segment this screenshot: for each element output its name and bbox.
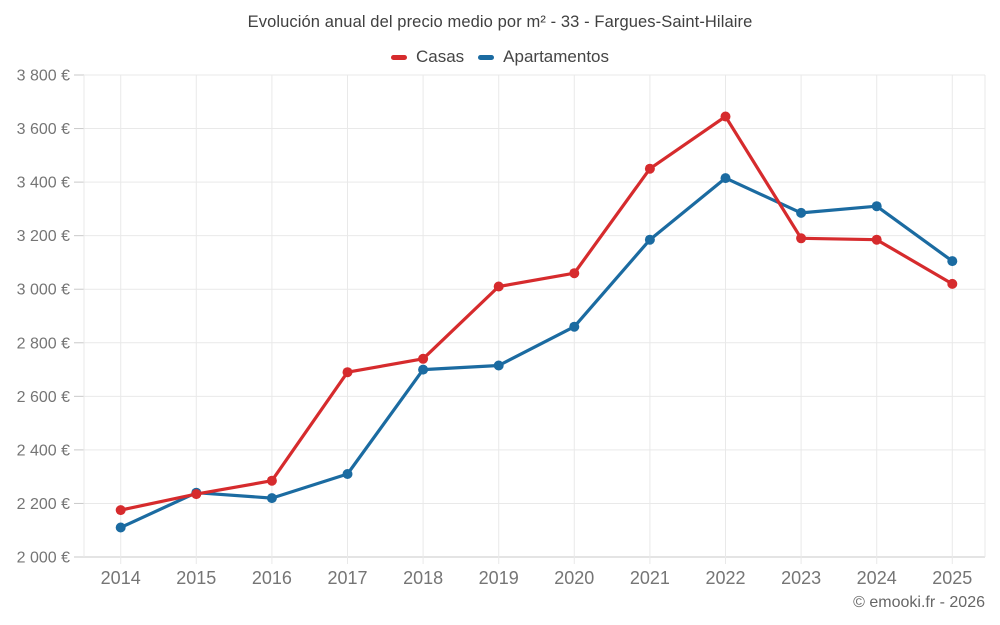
y-tick-label: 2 600 €: [17, 389, 70, 406]
data-point-casas-2016: [266, 475, 277, 486]
data-point-apartamentos-2016: [266, 493, 277, 504]
x-tick-label: 2024: [857, 568, 897, 588]
data-point-casas-2017: [342, 367, 353, 378]
data-point-apartamentos-2024: [871, 201, 882, 212]
y-tick-label: 3 400 €: [17, 175, 70, 192]
x-tick-label: 2017: [327, 568, 367, 588]
y-tick-label: 2 200 €: [17, 496, 70, 513]
data-point-apartamentos-2022: [720, 173, 731, 184]
data-point-casas-2024: [871, 234, 882, 245]
series-line-apartamentos: [119, 176, 954, 530]
data-point-apartamentos-2021: [644, 234, 655, 245]
data-point-apartamentos-2017: [342, 469, 353, 479]
x-tick-label: 2025: [932, 568, 972, 588]
data-point-casas-2019: [493, 281, 504, 292]
data-point-apartamentos-2023: [796, 207, 807, 218]
x-tick-label: 2019: [479, 568, 519, 588]
data-point-casas-2025: [947, 278, 958, 289]
data-point-apartamentos-2019: [493, 360, 504, 371]
legend-item-casas[interactable]: Casas: [390, 47, 465, 67]
x-tick-label: 2014: [101, 568, 141, 588]
data-point-apartamentos-2014: [115, 522, 126, 533]
apartamentos-series-swatch-icon: [478, 54, 495, 60]
casas-series-swatch-icon: [390, 54, 407, 60]
series-line-casas: [119, 114, 954, 512]
y-tick-label: 3 000 €: [17, 282, 70, 299]
x-tick-label: 2020: [554, 568, 594, 588]
copyright-attribution: © emooki.fr - 2026: [853, 594, 985, 611]
data-point-casas-2023: [796, 233, 807, 244]
x-tick-label: 2015: [176, 568, 216, 588]
x-tick-label: 2016: [252, 568, 292, 588]
data-point-casas-2022: [720, 111, 731, 122]
x-tick-label: 2023: [781, 568, 821, 588]
y-tick-label: 3 200 €: [17, 228, 70, 245]
y-tick-label: 2 000 €: [17, 550, 70, 567]
chart-legend: Casas Apartamentos: [0, 47, 1000, 67]
data-point-apartamentos-2020: [569, 321, 580, 332]
y-tick-label: 3 600 €: [17, 121, 70, 138]
chart-title: Evolución anual del precio medio por m² …: [247, 13, 753, 31]
y-tick-label: 2 400 €: [17, 442, 70, 459]
data-point-casas-2018: [418, 353, 429, 364]
y-tick-label: 2 800 €: [17, 335, 70, 352]
x-tick-label: 2018: [403, 568, 443, 588]
legend-label-apartamentos: Apartamentos: [503, 47, 610, 66]
legend-item-apartamentos[interactable]: Apartamentos: [478, 47, 609, 67]
data-point-apartamentos-2025: [947, 256, 958, 267]
x-tick-label: 2022: [705, 568, 745, 588]
data-point-apartamentos-2018: [418, 364, 429, 375]
data-point-casas-2014: [115, 505, 126, 516]
legend-label-casas: Casas: [415, 47, 465, 66]
x-tick-label: 2021: [630, 568, 670, 588]
data-point-casas-2015: [191, 489, 202, 500]
data-point-casas-2021: [644, 163, 655, 174]
y-tick-label: 3 800 €: [17, 68, 70, 85]
data-point-casas-2020: [569, 268, 580, 279]
